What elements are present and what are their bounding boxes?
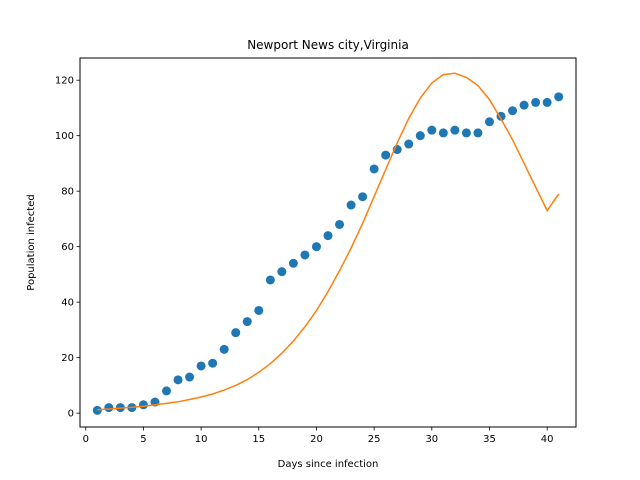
scatter-point xyxy=(231,328,241,338)
model-line xyxy=(97,72,560,411)
y-tick-label: 40 xyxy=(61,298,74,309)
plot-frame xyxy=(79,57,577,428)
scatter-point xyxy=(415,131,425,141)
x-tick-label: 0 xyxy=(83,434,89,445)
plot-area xyxy=(92,72,564,415)
scatter-point xyxy=(461,128,471,138)
scatter-point xyxy=(300,250,310,260)
scatter-point xyxy=(450,125,460,135)
y-tick-label: 0 xyxy=(68,409,74,420)
scatter-point xyxy=(519,100,529,110)
scatter-point xyxy=(369,164,379,174)
scatter-point xyxy=(438,128,448,138)
scatter-point xyxy=(531,97,541,107)
scatter-point xyxy=(254,305,264,315)
scatter-point xyxy=(277,267,287,277)
y-tick-label: 80 xyxy=(61,187,74,198)
scatter-point xyxy=(185,372,195,382)
y-axis-label: Population infected xyxy=(26,194,37,290)
scatter-point xyxy=(219,344,229,354)
scatter-point xyxy=(242,317,252,327)
x-tick-label: 15 xyxy=(252,434,265,445)
x-tick-label: 20 xyxy=(310,434,323,445)
scatter-point xyxy=(381,150,391,160)
x-tick-label: 5 xyxy=(140,434,146,445)
x-tick-label: 40 xyxy=(541,434,554,445)
scatter-point xyxy=(346,200,356,210)
scatter-point xyxy=(427,125,437,135)
x-axis-label: Days since infection xyxy=(278,459,379,470)
scatter-point xyxy=(404,139,414,149)
scatter-point xyxy=(484,117,494,127)
scatter-point xyxy=(162,386,172,396)
scatter-point xyxy=(335,219,345,229)
scatter-point xyxy=(358,192,368,202)
scatter-point xyxy=(104,403,114,413)
x-tick-label: 30 xyxy=(425,434,438,445)
scatter-point xyxy=(208,358,218,368)
y-axis: 0 20 40 60 80 100 120 xyxy=(55,76,80,420)
scatter-point xyxy=(554,92,564,102)
x-tick-label: 10 xyxy=(195,434,208,445)
scatter-point xyxy=(311,242,321,252)
scatter-point xyxy=(92,405,102,415)
y-tick-label: 20 xyxy=(61,353,74,364)
scatter-point xyxy=(542,97,552,107)
scatter-point xyxy=(508,106,518,116)
x-tick-label: 35 xyxy=(483,434,496,445)
scatter-point xyxy=(173,375,183,385)
scatter-point xyxy=(288,258,298,268)
scatter-point xyxy=(196,361,206,371)
x-tick-label: 25 xyxy=(368,434,381,445)
scatter-point xyxy=(473,128,483,138)
y-tick-label: 100 xyxy=(55,131,74,142)
scatter-point xyxy=(265,275,275,285)
scatter-point xyxy=(323,231,333,241)
y-tick-label: 60 xyxy=(61,242,74,253)
scatter-point xyxy=(138,400,148,410)
x-axis: 0 5 10 15 20 25 30 35 40 xyxy=(83,427,554,445)
y-tick-label: 120 xyxy=(55,76,74,87)
chart-title: Newport News city,Virginia xyxy=(247,38,409,52)
